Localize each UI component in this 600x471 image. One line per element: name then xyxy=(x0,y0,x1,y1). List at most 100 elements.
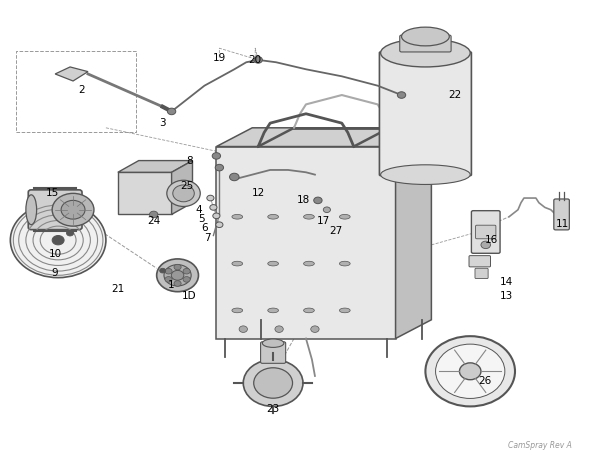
Circle shape xyxy=(149,211,158,218)
Text: 5: 5 xyxy=(198,214,205,224)
Circle shape xyxy=(173,185,194,202)
Circle shape xyxy=(275,326,283,333)
Ellipse shape xyxy=(268,261,278,266)
Circle shape xyxy=(52,236,64,245)
Text: CamSpray Rev A: CamSpray Rev A xyxy=(508,441,572,450)
Circle shape xyxy=(311,326,319,333)
Circle shape xyxy=(167,108,176,115)
Polygon shape xyxy=(55,67,88,81)
Text: 22: 22 xyxy=(449,90,462,100)
Text: 21: 21 xyxy=(111,284,124,294)
Text: 26: 26 xyxy=(479,376,492,386)
Text: 14: 14 xyxy=(499,277,512,287)
Circle shape xyxy=(230,173,239,181)
Circle shape xyxy=(52,194,94,226)
Polygon shape xyxy=(172,161,193,214)
Text: 24: 24 xyxy=(147,217,160,227)
FancyBboxPatch shape xyxy=(469,256,491,267)
FancyBboxPatch shape xyxy=(472,211,500,253)
Circle shape xyxy=(216,222,223,227)
FancyBboxPatch shape xyxy=(28,190,82,230)
Circle shape xyxy=(171,270,184,280)
FancyBboxPatch shape xyxy=(475,268,488,278)
Text: 17: 17 xyxy=(317,217,331,227)
Text: 20: 20 xyxy=(248,55,262,65)
Text: 25: 25 xyxy=(180,181,193,191)
Circle shape xyxy=(397,92,406,98)
FancyBboxPatch shape xyxy=(260,342,286,363)
Circle shape xyxy=(157,259,199,292)
Ellipse shape xyxy=(304,308,314,313)
Circle shape xyxy=(183,276,190,282)
Text: 15: 15 xyxy=(46,188,59,198)
Text: 12: 12 xyxy=(251,188,265,198)
Ellipse shape xyxy=(262,339,284,348)
Circle shape xyxy=(67,230,74,236)
Circle shape xyxy=(167,180,200,206)
Circle shape xyxy=(425,336,515,406)
Ellipse shape xyxy=(232,214,242,219)
Circle shape xyxy=(210,204,217,210)
Text: 6: 6 xyxy=(201,223,208,234)
Circle shape xyxy=(460,363,481,380)
Text: 7: 7 xyxy=(204,233,211,243)
Text: 23: 23 xyxy=(266,404,280,414)
Ellipse shape xyxy=(340,261,350,266)
Polygon shape xyxy=(118,161,193,172)
Text: 27: 27 xyxy=(329,226,343,236)
Polygon shape xyxy=(217,128,431,146)
Circle shape xyxy=(212,153,221,159)
Circle shape xyxy=(61,200,85,219)
Text: 2: 2 xyxy=(79,85,85,95)
Ellipse shape xyxy=(232,308,242,313)
Circle shape xyxy=(239,326,247,333)
Circle shape xyxy=(254,57,262,63)
Text: 3: 3 xyxy=(160,118,166,128)
Ellipse shape xyxy=(26,195,37,225)
Ellipse shape xyxy=(268,214,278,219)
Text: 18: 18 xyxy=(296,195,310,205)
FancyBboxPatch shape xyxy=(400,35,451,52)
Circle shape xyxy=(254,368,293,398)
Circle shape xyxy=(174,281,181,286)
Circle shape xyxy=(165,268,172,274)
Circle shape xyxy=(207,195,214,201)
Ellipse shape xyxy=(304,214,314,219)
Ellipse shape xyxy=(232,261,242,266)
Circle shape xyxy=(10,203,106,277)
Circle shape xyxy=(323,207,331,212)
Circle shape xyxy=(160,268,166,273)
Circle shape xyxy=(164,265,191,286)
Circle shape xyxy=(436,344,505,398)
Text: 19: 19 xyxy=(213,53,226,63)
Ellipse shape xyxy=(268,308,278,313)
Circle shape xyxy=(183,268,190,274)
Polygon shape xyxy=(217,146,395,339)
Text: 1: 1 xyxy=(168,280,175,290)
Ellipse shape xyxy=(401,32,449,50)
FancyBboxPatch shape xyxy=(379,52,472,176)
Polygon shape xyxy=(118,172,172,214)
Ellipse shape xyxy=(340,308,350,313)
Circle shape xyxy=(174,264,181,270)
Circle shape xyxy=(213,213,220,219)
Circle shape xyxy=(243,359,303,406)
Text: 9: 9 xyxy=(52,268,58,278)
Ellipse shape xyxy=(340,214,350,219)
Polygon shape xyxy=(395,128,431,339)
Text: 13: 13 xyxy=(499,292,512,301)
Circle shape xyxy=(314,197,322,203)
Circle shape xyxy=(165,276,172,282)
Ellipse shape xyxy=(401,27,449,46)
Text: 4: 4 xyxy=(195,205,202,215)
Text: 16: 16 xyxy=(484,235,498,245)
Text: 11: 11 xyxy=(556,219,569,229)
Ellipse shape xyxy=(304,261,314,266)
FancyBboxPatch shape xyxy=(476,225,496,239)
Circle shape xyxy=(481,241,491,249)
Text: 8: 8 xyxy=(186,155,193,166)
Circle shape xyxy=(215,164,224,171)
Ellipse shape xyxy=(380,165,470,185)
FancyBboxPatch shape xyxy=(554,199,569,230)
Text: 1D: 1D xyxy=(182,292,197,301)
